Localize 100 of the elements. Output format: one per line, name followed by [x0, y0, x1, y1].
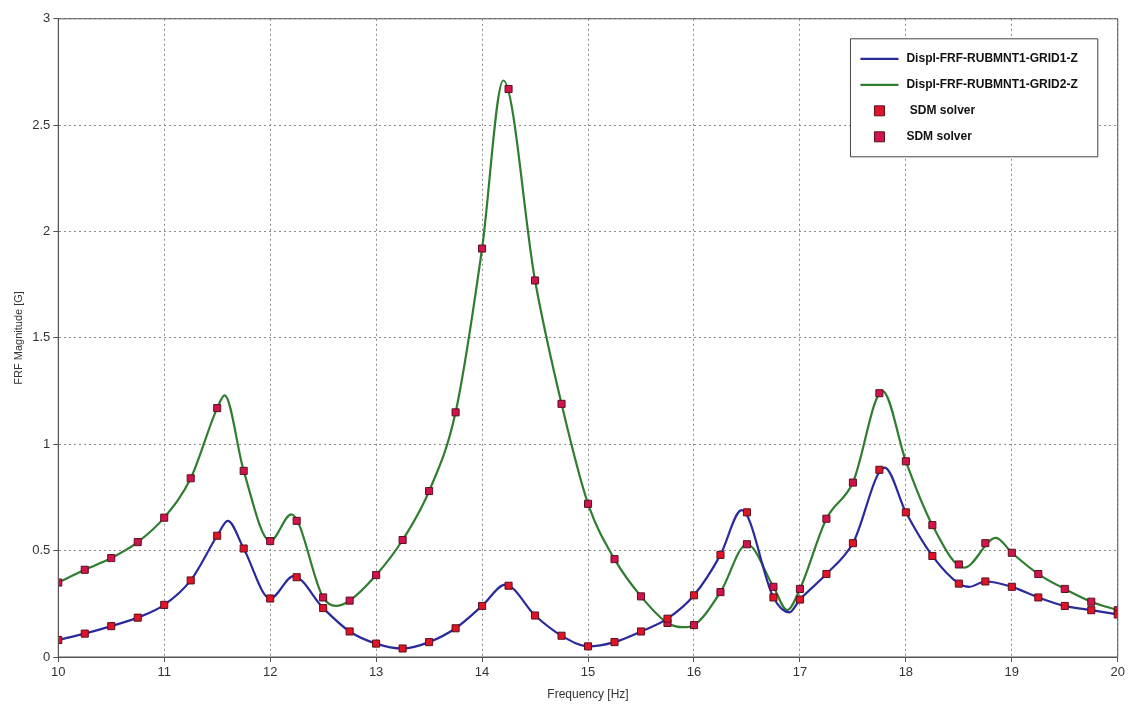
point: [160, 600, 169, 609]
x-tick-label: 19: [1004, 664, 1020, 680]
point: [742, 508, 751, 517]
point: [636, 627, 646, 636]
point: [1060, 584, 1069, 593]
point: [266, 594, 275, 603]
point: [504, 581, 513, 590]
point: [822, 514, 831, 523]
point: [425, 487, 434, 496]
point: [848, 478, 857, 487]
point: [1007, 582, 1016, 591]
point: [928, 551, 937, 560]
point: [1060, 601, 1069, 610]
point: [213, 404, 222, 413]
point: [795, 584, 804, 593]
point: [186, 474, 195, 483]
point: [133, 538, 142, 547]
point: [107, 622, 116, 631]
y-tick-label: 1: [43, 435, 51, 451]
x-tick-label: 20: [1110, 664, 1125, 680]
point: [583, 642, 593, 651]
point: [266, 537, 275, 546]
point: [531, 611, 540, 620]
point: [981, 577, 990, 586]
point: [292, 516, 301, 525]
point: [1087, 606, 1096, 615]
y-tick-label: 1.5: [32, 329, 51, 345]
point: [716, 550, 725, 559]
point: [160, 513, 169, 522]
point: [372, 639, 381, 648]
x-tick-label: 13: [368, 664, 384, 680]
point: [1034, 593, 1043, 602]
legend-label: Displ-FRF-RUBMNT1-GRID1-Z: [906, 51, 1078, 66]
point: [1007, 548, 1016, 557]
point: [583, 499, 593, 508]
point: [901, 508, 910, 517]
point: [531, 276, 540, 285]
point: [451, 408, 460, 417]
y-tick-label: 0: [43, 648, 51, 664]
x-tick-label: 10: [51, 664, 66, 680]
point: [663, 614, 672, 623]
point: [319, 593, 328, 602]
point: [689, 621, 699, 630]
point: [610, 638, 619, 647]
point: [80, 629, 89, 638]
point: [928, 521, 937, 530]
x-tick-label: 15: [580, 664, 596, 680]
point: [1087, 597, 1096, 606]
point: [981, 539, 990, 548]
x-tick-label: 14: [474, 664, 490, 680]
y-tick-label: 0.5: [32, 542, 51, 558]
point: [398, 644, 407, 653]
point: [80, 565, 89, 574]
point: [557, 631, 566, 640]
point: [107, 554, 116, 563]
point: [478, 244, 487, 253]
point: [795, 595, 804, 604]
point: [610, 555, 619, 564]
y-tick-label: 2.5: [32, 116, 51, 132]
point: [557, 399, 566, 408]
point: [133, 613, 142, 622]
point: [345, 596, 354, 605]
point: [398, 535, 407, 545]
point: [875, 465, 884, 474]
x-tick-label: 17: [792, 664, 808, 680]
point: [319, 604, 328, 613]
point: [451, 624, 460, 633]
point: [239, 544, 248, 553]
point: [345, 627, 354, 636]
point: [689, 591, 699, 600]
point: [742, 540, 751, 549]
point: [425, 638, 434, 647]
point: [769, 582, 778, 591]
y-tick-label: 3: [43, 10, 51, 26]
point: [954, 579, 963, 588]
point: [822, 570, 831, 579]
point: [478, 601, 487, 610]
point: [504, 84, 513, 94]
point: [848, 539, 857, 548]
point: [716, 588, 725, 597]
point: [372, 571, 381, 580]
point: [875, 389, 884, 398]
point: [636, 592, 646, 601]
x-tick-label: 16: [686, 664, 702, 680]
legend-label: SDM solver: [906, 129, 973, 144]
point: [186, 576, 195, 585]
point: [239, 466, 248, 475]
point: [769, 593, 778, 602]
point: [954, 560, 963, 569]
y-tick-label: 2: [43, 223, 51, 239]
point: [901, 457, 910, 466]
point: [292, 573, 301, 582]
x-tick-label: 11: [157, 664, 171, 680]
x-tick-label: 18: [898, 664, 914, 680]
legend-label: Displ-FRF-RUBMNT1-GRID2-Z: [906, 77, 1078, 92]
point: [1034, 570, 1043, 579]
x-axis-title: Frequency [Hz]: [547, 687, 629, 702]
y-axis-title: FRF Magnitude [G]: [11, 291, 24, 385]
point: [213, 531, 222, 540]
legend-label: SDM solver: [906, 103, 976, 118]
